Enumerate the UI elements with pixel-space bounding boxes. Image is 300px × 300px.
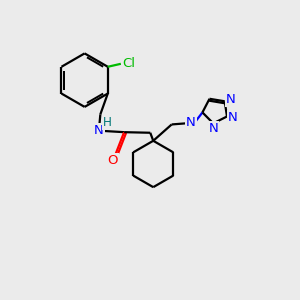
- Text: O: O: [108, 154, 118, 166]
- Text: N: N: [228, 112, 238, 124]
- Text: N: N: [94, 124, 104, 137]
- Text: N: N: [186, 116, 196, 130]
- Text: H: H: [103, 116, 112, 129]
- Text: Cl: Cl: [122, 57, 135, 70]
- Text: N: N: [208, 122, 218, 135]
- Text: N: N: [226, 93, 236, 106]
